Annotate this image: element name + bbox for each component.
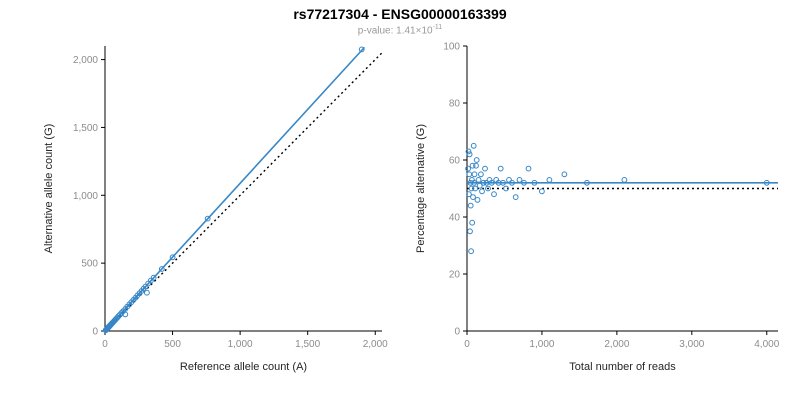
data-point: [466, 171, 473, 178]
scatter-plot-percentage-alternative: 0 1,000 2,000 3,000 4,000 0 20 40 60 80 100 Total n…: [415, 42, 780, 374]
data-point: [584, 180, 590, 187]
data-point: [473, 163, 479, 169]
x-tick-label: 2,000: [604, 339, 629, 350]
data-point: [474, 197, 481, 204]
data-point: [516, 177, 523, 184]
plots-row: 0 500 1,000 1,500 2,000 0 500 1,000 1,500 2,000 Re…: [0, 36, 800, 388]
figure-title: rs77217304 - ENSG00000163399: [293, 6, 507, 22]
data-point: [204, 216, 211, 222]
data-point: [465, 148, 472, 155]
x-tick-label: 2,000: [363, 339, 388, 350]
y-axis-title: Percentage alternative (G): [415, 124, 427, 253]
data-point: [470, 194, 476, 201]
x-tick-label: 4,000: [754, 339, 779, 350]
y-tick-label: 2,000: [73, 55, 98, 66]
data-point: [482, 166, 488, 172]
data-point: [506, 177, 512, 184]
x-tick-label: 1,000: [529, 339, 554, 350]
data-point: [467, 228, 473, 235]
data-point: [471, 171, 478, 178]
data-point: [122, 311, 129, 318]
data-point: [469, 220, 476, 226]
data-point: [546, 177, 553, 184]
data-point: [475, 177, 482, 184]
data-point: [503, 185, 509, 192]
y-tick-label: 500: [81, 259, 98, 270]
x-tick-label: 1,500: [295, 339, 320, 350]
data-point: [466, 191, 472, 198]
data-point: [465, 166, 471, 172]
data-point: [479, 188, 485, 195]
data-point: [561, 171, 568, 178]
data-point: [485, 185, 491, 192]
data-point: [497, 166, 504, 172]
data-point: [467, 203, 474, 209]
y-tick-label: 1,500: [73, 123, 98, 134]
y-tick-label: 60: [449, 156, 461, 167]
pvalue-text: p-value: 1.41×10: [357, 25, 433, 37]
data-point: [169, 254, 176, 261]
x-tick-label: 500: [164, 339, 181, 350]
x-tick-label: 0: [464, 339, 470, 350]
x-axis-title: Reference allele count (A): [180, 361, 307, 373]
data-point: [480, 180, 487, 187]
x-tick-label: 3,000: [679, 339, 704, 350]
y-tick-label: 1,000: [73, 191, 98, 202]
figure-header: rs77217304 - ENSG00000163399 p-value: 1.…: [0, 0, 800, 36]
data-point: [500, 180, 506, 187]
figure-subtitle: p-value: 1.41×10-11: [0, 24, 800, 36]
y-tick-label: 40: [449, 213, 461, 224]
data-point: [539, 188, 545, 195]
y-tick-label: 0: [454, 327, 460, 338]
pvalue-exponent: -11: [432, 24, 443, 31]
data-point: [468, 185, 475, 192]
data-point: [488, 180, 495, 187]
data-point: [468, 248, 474, 255]
x-tick-label: 0: [102, 339, 108, 350]
data-point: [472, 185, 479, 192]
y-tick-label: 100: [443, 42, 460, 53]
data-point: [525, 166, 532, 172]
data-point: [509, 180, 515, 187]
data-point: [473, 157, 480, 164]
data-point: [763, 180, 770, 187]
data-point: [478, 171, 484, 178]
data-point: [158, 266, 165, 273]
data-point: [470, 143, 477, 150]
x-tick-label: 1,000: [228, 339, 253, 350]
data-point: [467, 180, 474, 187]
data-point: [621, 177, 628, 184]
data-point: [358, 46, 365, 53]
fit-line: [104, 47, 366, 332]
data-point: [469, 163, 476, 169]
data-point: [531, 180, 538, 187]
x-axis-title: Total number of reads: [569, 361, 676, 373]
y-tick-label: 20: [449, 270, 461, 281]
figure: rs77217304 - ENSG00000163399 p-value: 1.…: [0, 0, 800, 388]
scatter-plot-allele-counts: 0 500 1,000 1,500 2,000 0 500 1,000 1,500 2,000 Re…: [43, 46, 388, 373]
y-axis-title: Alternative allele count (G): [43, 124, 55, 254]
y-tick-label: 80: [449, 99, 461, 110]
data-point: [144, 290, 150, 296]
data-point: [476, 183, 483, 189]
data-point: [521, 180, 527, 187]
data-point: [491, 191, 497, 198]
reference-dotted-line: [104, 52, 383, 332]
data-point: [115, 313, 122, 320]
data-point: [471, 180, 477, 187]
data-point: [466, 151, 473, 158]
data-point: [512, 194, 519, 201]
y-tick-label: 0: [92, 327, 98, 338]
data-point: [150, 275, 157, 281]
